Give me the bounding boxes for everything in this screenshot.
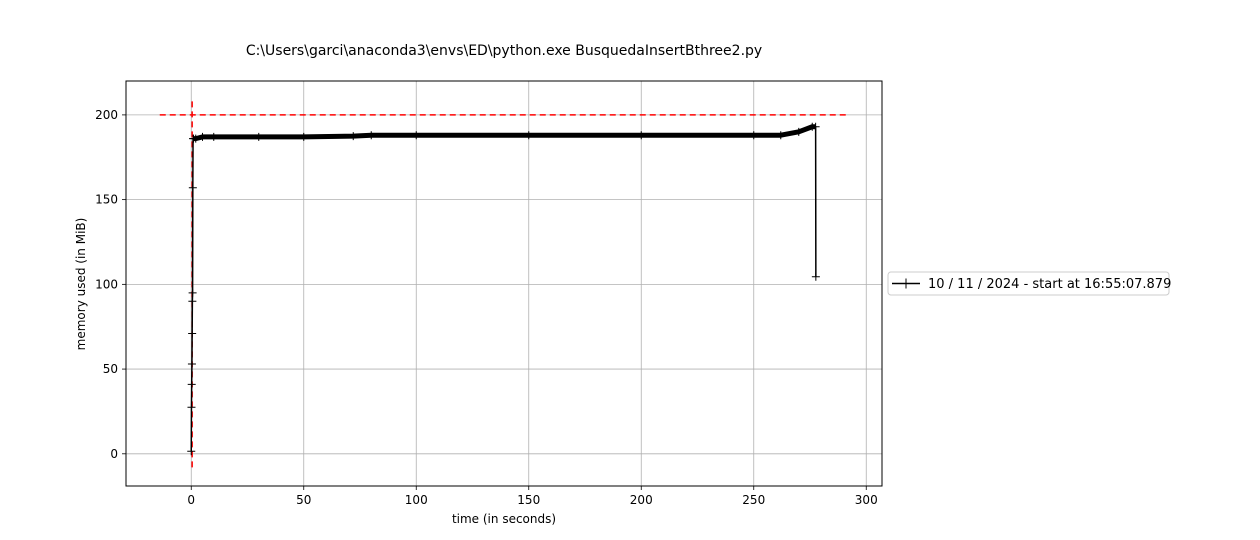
series-line — [190, 126, 817, 452]
x-tick-label: 50 — [296, 493, 311, 507]
data-point-marker — [776, 131, 785, 140]
data-point-marker — [811, 122, 820, 131]
y-tick-label: 200 — [95, 108, 118, 122]
data-point-marker — [524, 131, 533, 140]
data-point-marker — [367, 131, 376, 140]
data-point-marker — [794, 127, 803, 136]
x-tick-label: 0 — [187, 493, 195, 507]
x-tick-label: 150 — [517, 493, 540, 507]
data-point-marker — [191, 134, 200, 143]
data-point-marker — [299, 132, 308, 141]
x-axis-label: time (in seconds) — [452, 512, 556, 526]
series-dense-band — [193, 124, 816, 142]
y-tick-label: 50 — [103, 362, 118, 376]
data-point-marker — [188, 297, 197, 306]
ticks: 0 50 100 150 200 250 300 0 50 100 150 200 — [95, 108, 878, 507]
y-axis-label: memory used (in MiB) — [74, 218, 88, 351]
data-point-marker — [188, 183, 197, 192]
y-tick-label: 150 — [95, 193, 118, 207]
data-point-marker — [198, 132, 207, 141]
legend-label: 10 / 11 / 2024 - start at 16:55:07.879 — [928, 277, 1171, 292]
data-point-marker — [188, 288, 197, 297]
data-point-marker — [187, 380, 196, 389]
data-point-marker — [187, 359, 196, 368]
legend: 10 / 11 / 2024 - start at 16:55:07.879 — [887, 271, 1171, 296]
series-layer — [187, 122, 820, 456]
data-point-marker — [637, 131, 646, 140]
data-point-marker — [412, 131, 421, 140]
grid — [126, 81, 882, 486]
x-tick-label: 300 — [855, 493, 878, 507]
legend-marker — [901, 278, 911, 289]
data-point-marker — [749, 131, 758, 140]
data-point-marker — [349, 132, 358, 141]
chart-title: C:\Users\garci\anaconda3\envs\ED\python.… — [246, 43, 762, 59]
data-point-marker — [811, 272, 820, 281]
y-tick-label: 100 — [95, 277, 118, 291]
y-tick-label: 0 — [110, 447, 118, 461]
data-point-marker — [187, 403, 196, 412]
data-point-marker — [254, 132, 263, 141]
data-point-marker — [188, 329, 197, 338]
data-point-marker — [187, 447, 196, 456]
plot-frame — [125, 80, 883, 487]
reference-lines — [159, 97, 849, 468]
x-tick-label: 200 — [630, 493, 653, 507]
legend-box — [887, 271, 1170, 296]
x-tick-label: 250 — [742, 493, 765, 507]
x-tick-label: 100 — [405, 493, 428, 507]
data-point-marker — [209, 132, 218, 141]
